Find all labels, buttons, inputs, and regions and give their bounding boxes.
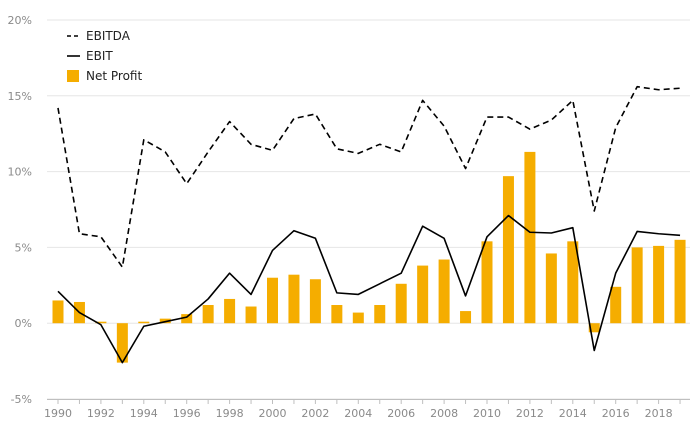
y-tick-label: 5% [15, 241, 32, 254]
legend: EBITDA EBIT Net Profit [67, 29, 142, 83]
net-profit-bar [653, 245, 665, 324]
net-profit-bar [545, 253, 557, 324]
y-tick-label: 10% [8, 166, 32, 179]
net-profit-bar [674, 239, 686, 324]
net-profit-bar [224, 298, 236, 324]
x-tick-label: 2000 [259, 407, 287, 420]
x-tick-label: 2012 [516, 407, 544, 420]
x-tick-label: 1996 [173, 407, 201, 420]
x-tick-label: 2002 [301, 407, 329, 420]
x-tick-label: 2014 [559, 407, 587, 420]
net-profit-bar [481, 241, 493, 324]
net-profit-bar [395, 283, 407, 324]
net-profit-bar [95, 321, 107, 324]
x-tick-label: 1998 [216, 407, 244, 420]
x-tick-label: 2010 [473, 407, 501, 420]
x-tick-label: 1992 [87, 407, 115, 420]
net-profit-bar [331, 305, 343, 324]
y-tick-label: 0% [15, 317, 32, 330]
net-profit-bar [181, 314, 193, 324]
x-tick-label: 1994 [130, 407, 158, 420]
net-profit-bar [588, 323, 600, 333]
net-profit-bar [438, 259, 450, 324]
net-profit-bar [502, 176, 514, 324]
y-tick-label: 20% [8, 14, 32, 27]
y-tick-label: 15% [8, 90, 32, 103]
ebit-line [57, 214, 681, 364]
x-tick-label: 2008 [430, 407, 458, 420]
net-profit-bar [352, 312, 364, 324]
net-profit-bar [52, 300, 64, 324]
y-tick-label: -5% [11, 393, 32, 406]
net-profit-bars [52, 151, 686, 363]
legend-swatch-net-profit [67, 70, 79, 82]
x-tick-label: 1990 [44, 407, 72, 420]
net-profit-bar [267, 277, 278, 324]
x-tick-label: 2016 [602, 407, 630, 420]
legend-label: EBITDA [86, 29, 131, 43]
net-profit-bar [288, 274, 300, 324]
net-profit-bar [309, 279, 321, 324]
x-tick-label: 2006 [387, 407, 415, 420]
net-profit-bar [460, 311, 472, 324]
net-profit-bar [610, 286, 622, 324]
net-profit-bar [374, 305, 386, 324]
net-profit-bar [245, 306, 257, 324]
ebitda-line [57, 85, 681, 268]
net-profit-bar [567, 241, 579, 324]
x-tick-label: 2018 [645, 407, 673, 420]
net-profit-bar [524, 151, 536, 324]
line-series [57, 85, 681, 364]
net-profit-bar [417, 265, 429, 324]
net-profit-bar [116, 323, 128, 363]
net-profit-bar [202, 305, 214, 324]
net-profit-bar [138, 321, 150, 324]
axes: -5% 0% 5% 10% 15% 20% 1990 1992 1994 1996 1998 2000… [8, 14, 690, 420]
x-tick-label: 2004 [344, 407, 372, 420]
legend-label: EBIT [86, 49, 113, 63]
legend-label: Net Profit [86, 69, 142, 83]
net-profit-bar [631, 247, 643, 324]
